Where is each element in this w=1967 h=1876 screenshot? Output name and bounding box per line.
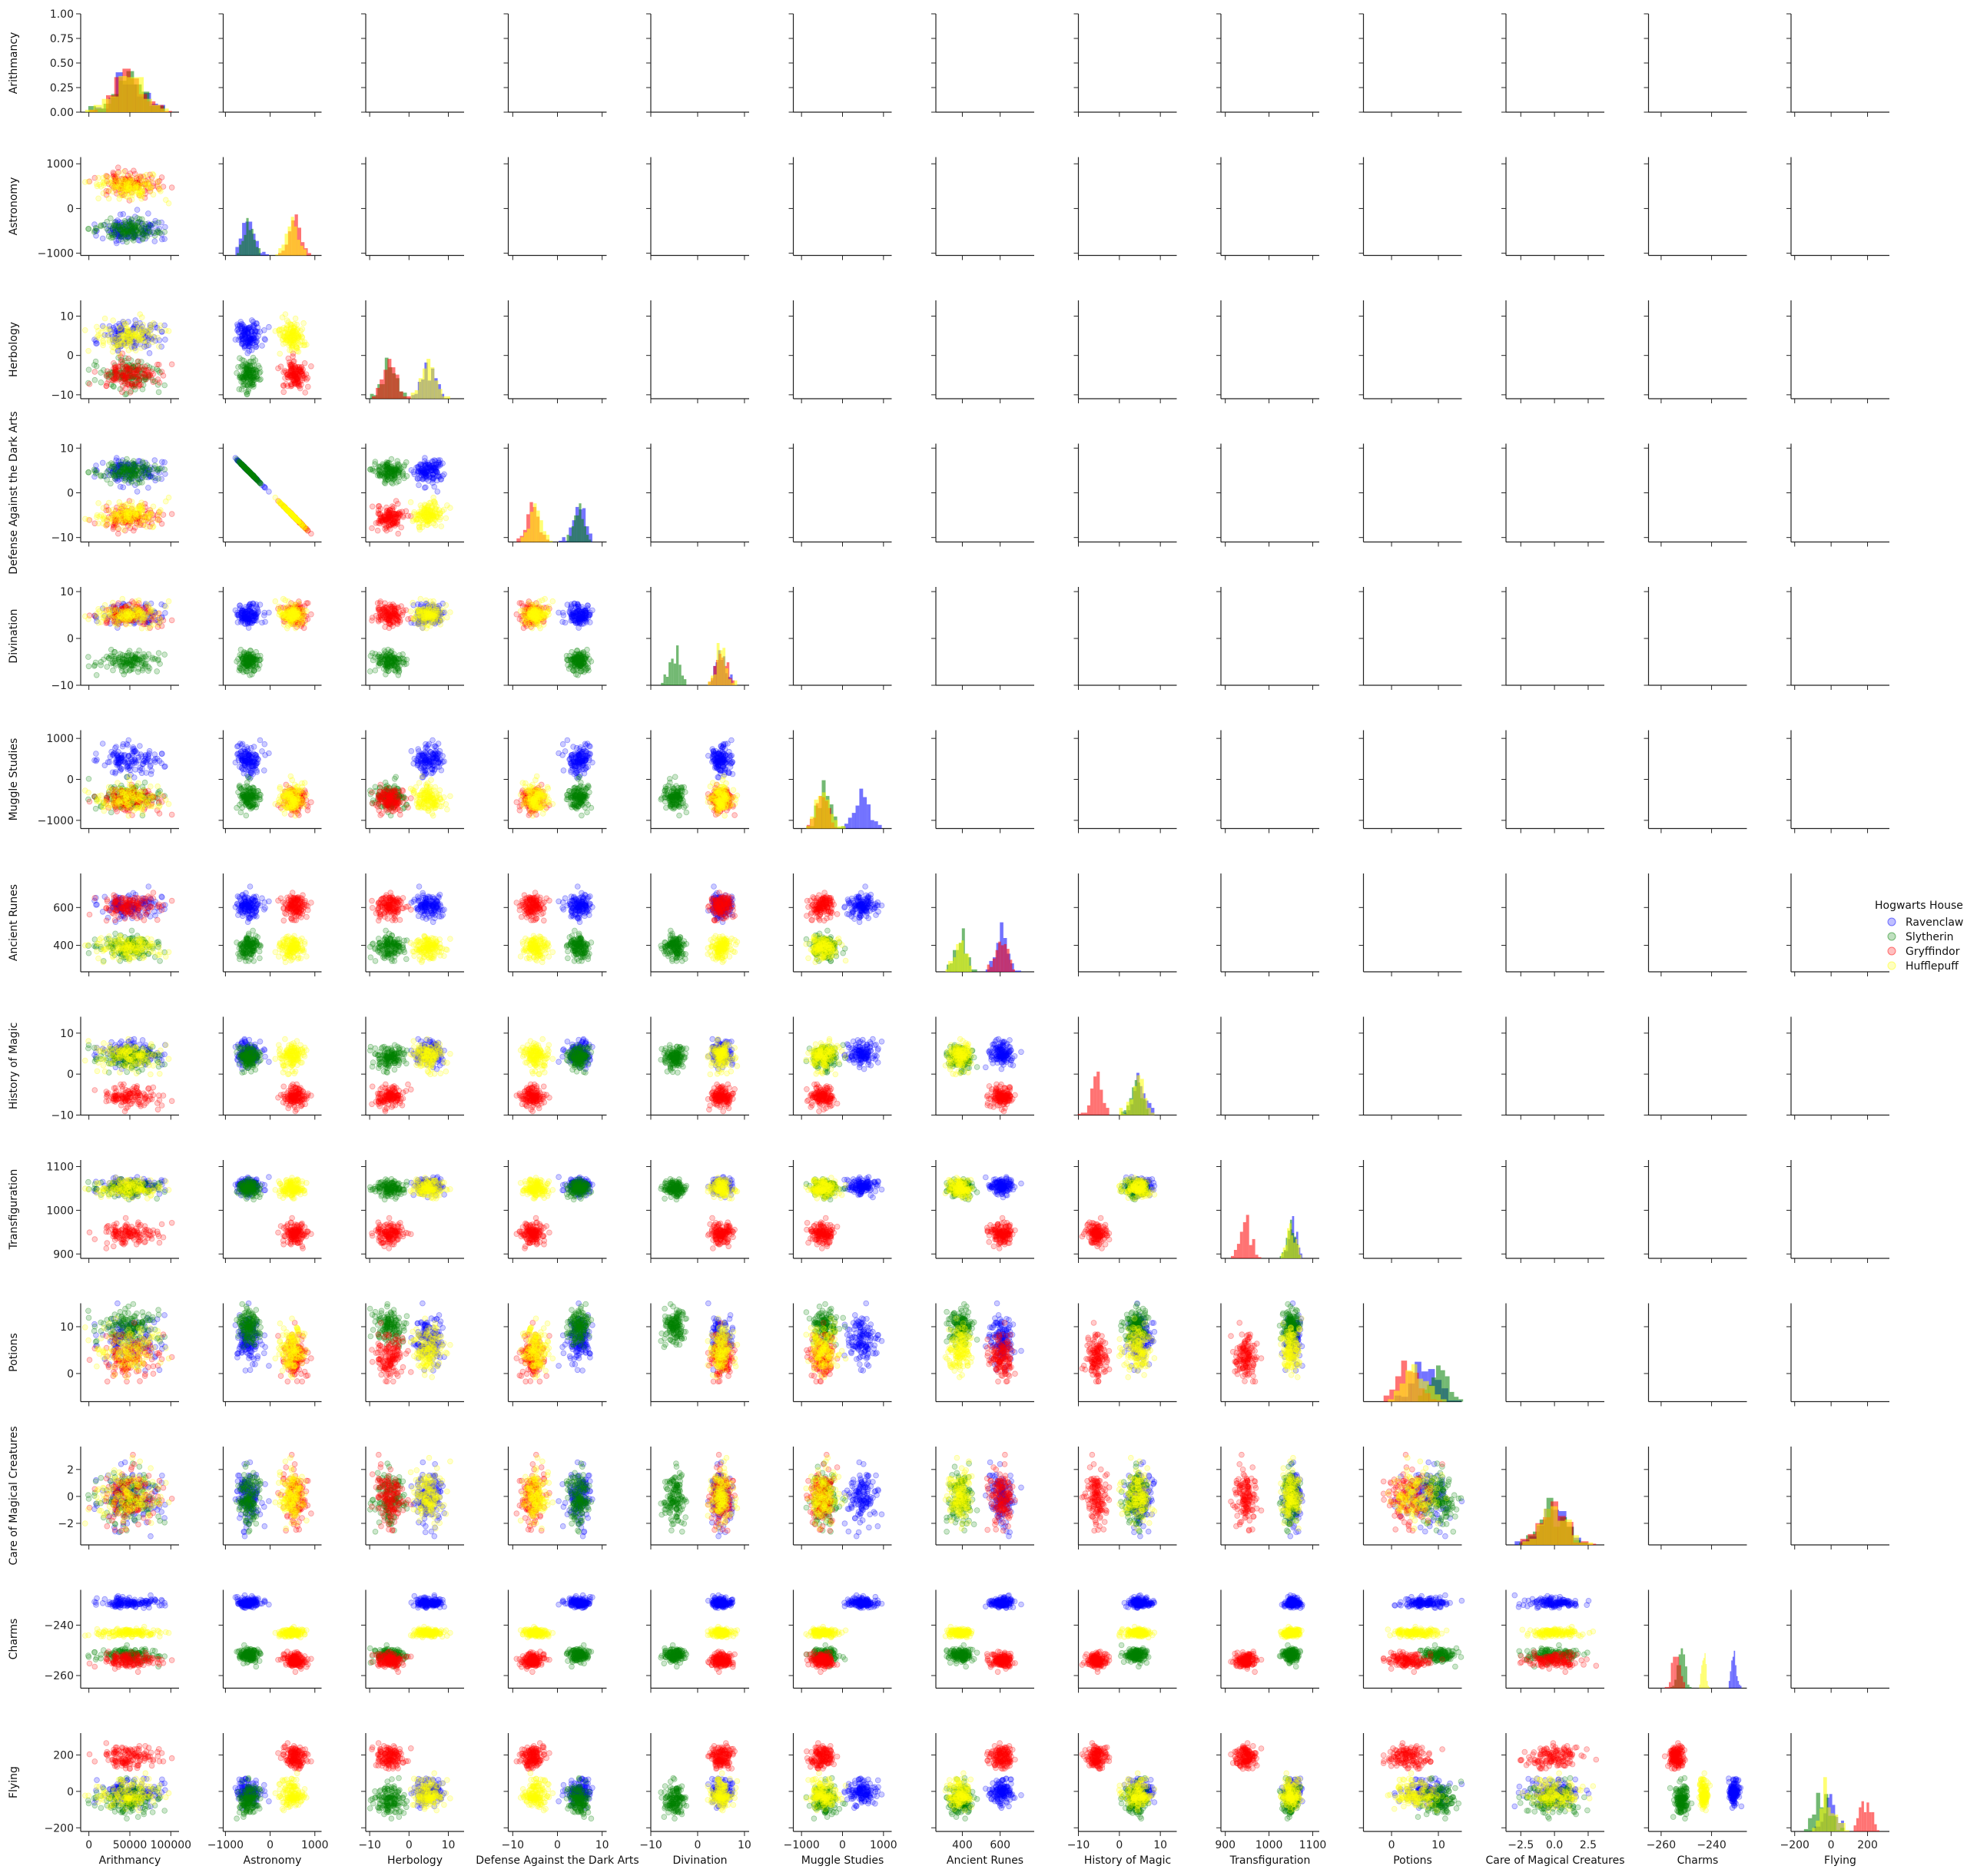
scatter-point — [132, 232, 138, 237]
y-tick-label: 0.25 — [50, 82, 74, 94]
subplot-0-7 — [1074, 14, 1177, 117]
scatter-point — [121, 170, 126, 175]
scatter-point — [134, 207, 140, 213]
subplot-0-8 — [1216, 14, 1319, 117]
histogram-bar — [152, 105, 161, 112]
scatter-point — [162, 237, 168, 242]
y-tick-label: 1.00 — [50, 8, 74, 21]
scatter-point — [134, 216, 140, 221]
subplot-0-3 — [504, 14, 607, 117]
scatter-point — [108, 216, 114, 221]
scatter-point — [92, 228, 98, 234]
y-tick-label: 0.00 — [50, 107, 74, 119]
scatter-point — [156, 230, 161, 235]
scatter-point — [159, 175, 164, 181]
subplot-0-12 — [1786, 14, 1889, 117]
scatter-point — [162, 230, 168, 235]
scatter-point — [146, 211, 151, 217]
subplot-0-11 — [1644, 14, 1747, 117]
histogram-hufflepuff — [85, 76, 169, 112]
scatter-point — [100, 236, 105, 241]
y-axis-label: Arithmancy — [8, 32, 20, 94]
scatter-point — [129, 224, 134, 229]
scatter-point — [155, 178, 161, 184]
histogram-bar — [118, 76, 127, 112]
subplot-0-1 — [219, 14, 322, 117]
scatter-point — [156, 220, 161, 225]
histogram-bar — [161, 108, 169, 112]
y-tick-label: 0.50 — [50, 58, 74, 70]
scatter-point — [106, 230, 111, 235]
subplot-0-4 — [646, 14, 749, 117]
histogram-bar — [144, 99, 152, 112]
y-tick-label: 0 — [67, 203, 74, 215]
scatter-point — [163, 224, 168, 230]
scatter-point — [108, 235, 114, 240]
scatter-point — [86, 227, 91, 232]
scatter-point — [101, 191, 106, 196]
scatter-point — [131, 238, 137, 244]
y-tick-label: −1000 — [38, 248, 74, 260]
y-tick-label: 0.75 — [50, 33, 74, 45]
scatter-point — [101, 222, 106, 227]
scatter-point — [119, 228, 124, 234]
scatter-point — [140, 237, 145, 242]
histogram-bar — [110, 97, 118, 112]
y-tick-label: 1000 — [46, 158, 74, 171]
scatter-point — [152, 239, 158, 244]
scatter-point — [150, 221, 155, 227]
histogram-bar — [102, 99, 111, 112]
subplot-0-10 — [1501, 14, 1604, 117]
scatter-point — [169, 185, 174, 191]
subplot-grid: 0.00 0.25 0.50 0.75 1.00 Arithmancy −1000 0 1000… — [8, 8, 1889, 1867]
histogram-bar — [85, 110, 94, 112]
subplot-0-2 — [361, 14, 464, 117]
subplot-0-6 — [931, 14, 1034, 117]
scatter-point — [111, 223, 117, 228]
scatter-point — [118, 212, 123, 217]
histogram-bar — [135, 77, 144, 112]
histogram-bar — [127, 77, 135, 112]
subplot-0-5 — [789, 14, 892, 117]
scatter-point — [117, 223, 122, 228]
subplot-0-9 — [1359, 14, 1462, 117]
scatter-point — [139, 228, 144, 234]
scatter-point — [114, 240, 119, 246]
histogram-bar — [94, 105, 102, 112]
subplot-0-0: 0.00 0.25 0.50 0.75 1.00 Arithmancy — [8, 8, 179, 119]
